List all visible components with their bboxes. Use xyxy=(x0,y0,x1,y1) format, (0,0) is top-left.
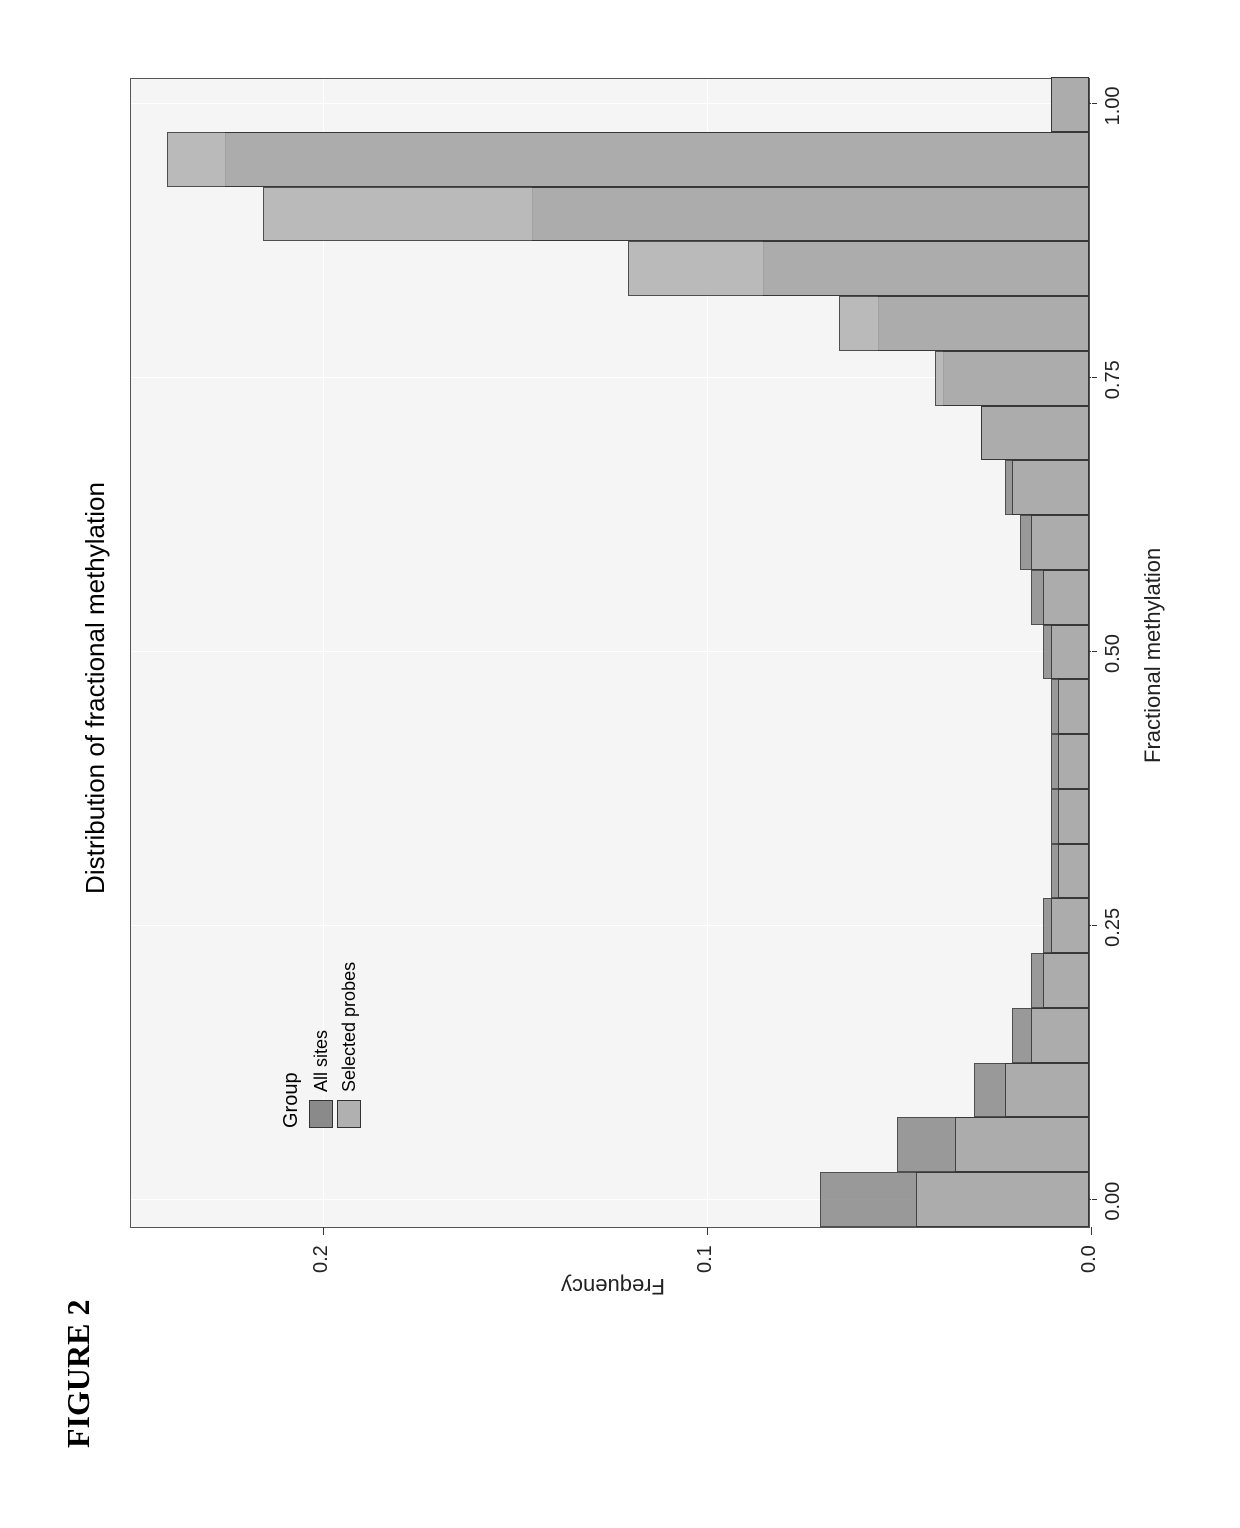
histogram-bar xyxy=(1051,625,1089,680)
x-tick-label: 0.75 xyxy=(1102,360,1125,399)
histogram-bar xyxy=(1031,515,1089,570)
histogram-bar xyxy=(628,241,1089,296)
y-tick-mark xyxy=(1091,1227,1092,1235)
histogram-bar xyxy=(981,406,1089,461)
histogram-bar xyxy=(1058,734,1089,789)
x-tick-label: 0.00 xyxy=(1102,1182,1125,1221)
y-tick-mark xyxy=(707,1227,708,1235)
y-tick-label: 0.0 xyxy=(1078,1245,1101,1273)
histogram-bar xyxy=(1031,1008,1089,1063)
legend-title: Group xyxy=(280,962,303,1128)
histogram-bar xyxy=(1051,77,1089,132)
histogram-bar xyxy=(935,351,1089,406)
histogram-bar xyxy=(167,132,1089,187)
grid-line-v xyxy=(131,925,1089,926)
legend: Group All sites Selected probes xyxy=(280,962,365,1128)
legend-label: Selected probes xyxy=(339,962,360,1092)
x-tick-label: 1.00 xyxy=(1102,86,1125,125)
x-axis-title: Fractional methylation xyxy=(1140,548,1166,763)
grid-line-v xyxy=(131,651,1089,652)
rotated-page: FIGURE 2 Distribution of fractional meth… xyxy=(0,144,1240,1384)
x-tick-label: 0.50 xyxy=(1102,634,1125,673)
histogram-bar xyxy=(263,187,1089,242)
legend-label: All sites xyxy=(311,1030,332,1092)
histogram-bar xyxy=(1043,953,1089,1008)
y-tick-label: 0.1 xyxy=(694,1245,717,1273)
histogram-bar xyxy=(1012,460,1089,515)
histogram-bar xyxy=(1005,1063,1089,1118)
grid-line-v xyxy=(131,103,1089,104)
histogram-bar xyxy=(1058,844,1089,899)
histogram-bar xyxy=(916,1172,1089,1227)
y-axis-title: Frequency xyxy=(561,1273,665,1299)
histogram-bar xyxy=(1058,789,1089,844)
legend-swatch xyxy=(337,1100,361,1128)
histogram-bar xyxy=(955,1118,1089,1173)
y-tick-label: 0.2 xyxy=(310,1245,333,1273)
legend-item: Selected probes xyxy=(337,962,361,1128)
legend-swatch xyxy=(309,1100,333,1128)
histogram-bar xyxy=(1043,570,1089,625)
y-tick-mark xyxy=(323,1227,324,1235)
chart-title: Distribution of fractional methylation xyxy=(80,338,111,1038)
legend-items: All sites Selected probes xyxy=(309,962,361,1128)
plot-area xyxy=(130,78,1090,1228)
histogram-bar xyxy=(1058,679,1089,734)
grid-line-h xyxy=(1091,79,1092,1227)
legend-item: All sites xyxy=(309,962,333,1128)
histogram-bar xyxy=(1051,898,1089,953)
figure-label: FIGURE 2 xyxy=(60,1300,97,1448)
page-inner: FIGURE 2 Distribution of fractional meth… xyxy=(0,0,1240,1528)
x-tick-label: 0.25 xyxy=(1102,908,1125,947)
histogram-bar xyxy=(839,296,1089,351)
